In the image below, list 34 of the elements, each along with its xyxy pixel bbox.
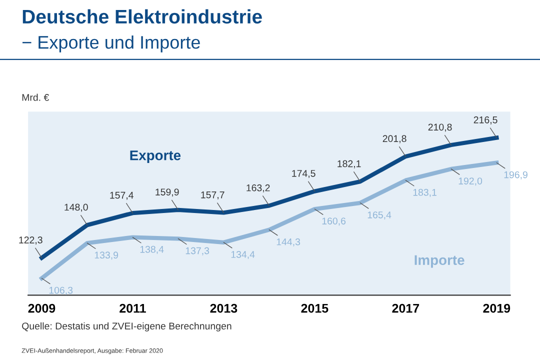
text: Exporte <box>130 150 181 164</box>
data-label: 216,5 <box>474 116 498 124</box>
data-label: 201,8 <box>382 135 406 144</box>
x-tick-label: 2015 <box>301 304 328 313</box>
x-tick-label: 2019 <box>483 304 510 313</box>
y-axis-title: Mrd. € <box>22 94 50 101</box>
data-label: 160,6 <box>322 218 346 226</box>
data-label: 148,0 <box>64 204 88 212</box>
x-tick-label: 2011 <box>120 304 146 313</box>
source-note: Quelle: Destatis und ZVEI-eigene Berechnungen <box>22 322 232 332</box>
data-label: 134,4 <box>231 251 255 260</box>
chart-title: Deutsche Elektroindustrie <box>22 9 262 24</box>
data-label: 196,9 <box>504 171 528 180</box>
data-label: 174,5 <box>292 170 316 178</box>
data-label: 182,1 <box>338 160 361 168</box>
x-tick-label: 2013 <box>210 304 238 313</box>
data-label: 133,9 <box>94 252 118 260</box>
data-label: 157,7 <box>201 192 224 200</box>
data-label: 210,8 <box>428 124 452 132</box>
text: Importe <box>414 255 464 268</box>
x-tick-label: 2017 <box>392 304 420 313</box>
data-label: 163,2 <box>246 184 270 192</box>
data-label: 106,3 <box>49 286 73 295</box>
data-label: 122,3 <box>19 236 42 245</box>
data-label: 137,3 <box>186 247 210 256</box>
data-label: 165,4 <box>368 211 392 220</box>
data-label: 144,3 <box>276 238 300 246</box>
data-label: 138,4 <box>140 246 164 254</box>
data-label: 183,1 <box>413 188 436 197</box>
x-tick-label: 2009 <box>28 304 56 313</box>
data-label: 157,4 <box>110 192 134 200</box>
data-label: 159,9 <box>156 188 179 197</box>
chart-subtitle: − Exporte und Importe <box>22 36 200 52</box>
data-label: 192,0 <box>458 178 482 186</box>
